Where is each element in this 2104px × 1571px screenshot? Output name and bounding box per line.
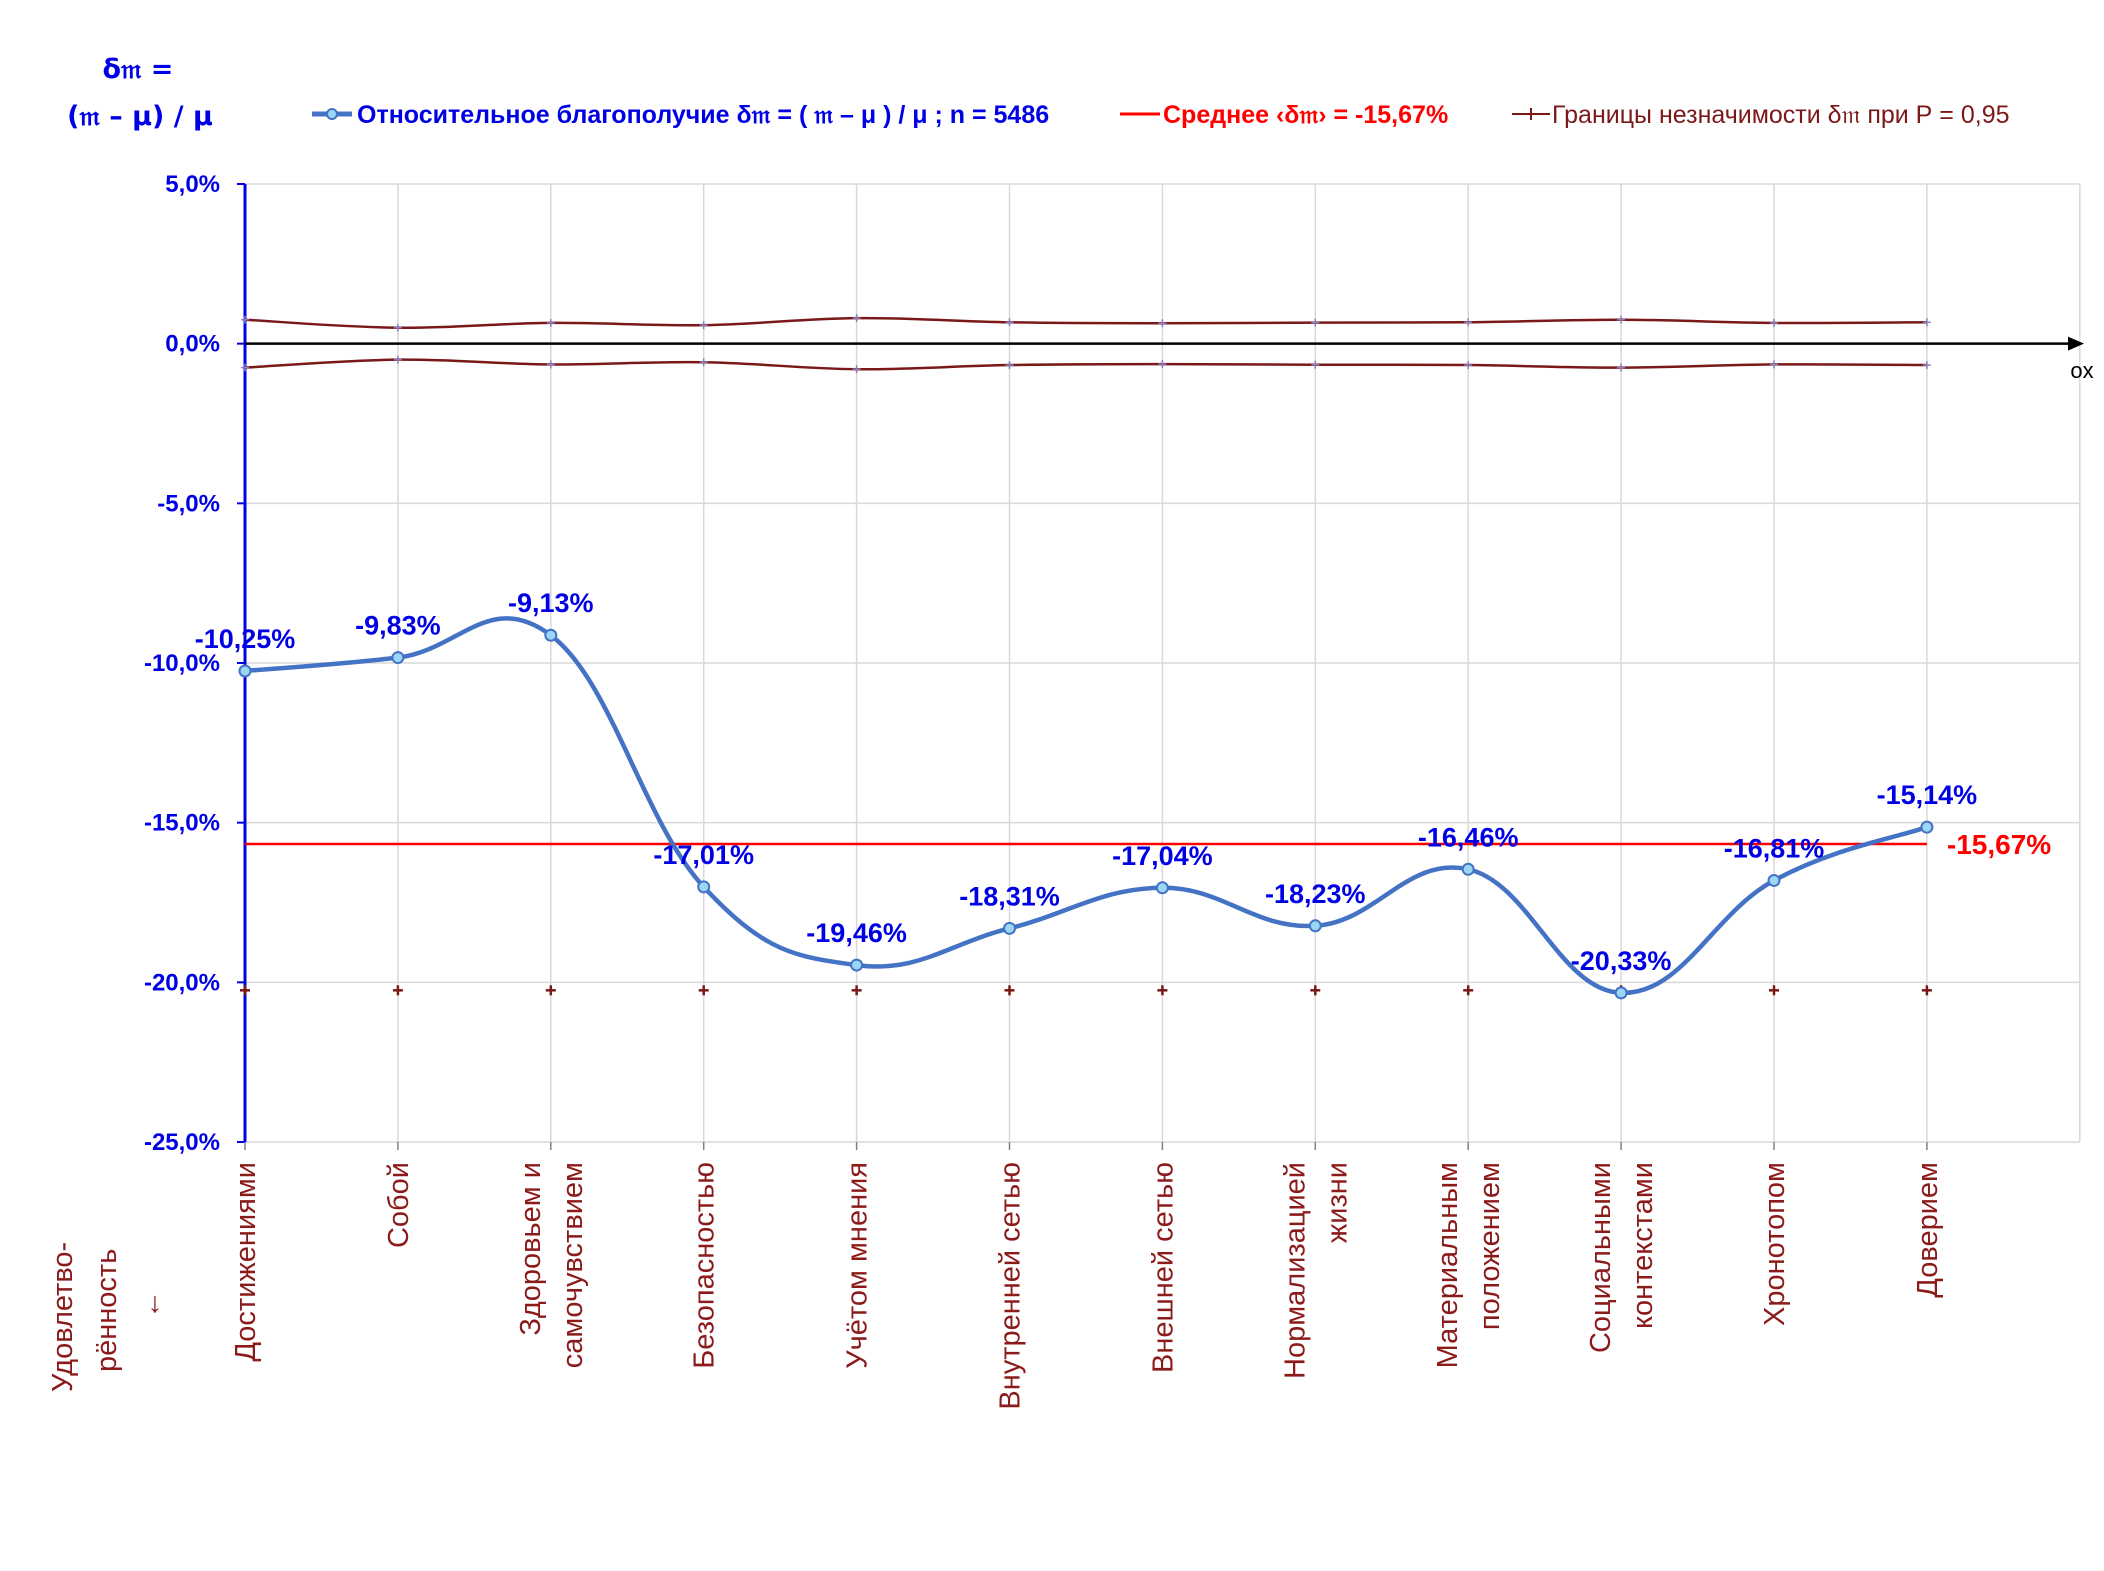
data-label-7: -18,23% <box>1265 879 1366 909</box>
y-tick-label-6: -25,0% <box>144 1129 220 1156</box>
category-label-7-1: жизни <box>1321 1162 1353 1243</box>
legend: Относительное благополучие δ𝔪 = ( 𝔪 – μ … <box>312 101 2010 129</box>
category-label-2-0: Здоровьем и <box>515 1162 547 1336</box>
series-point-10 <box>1767 873 1781 887</box>
y-axis-caption-line-3: ↓ <box>148 1287 163 1319</box>
legend-label-bounds: Границы незначимости δ𝔪 при Р = 0,95 <box>1552 101 2010 129</box>
series-point-7 <box>1308 919 1322 933</box>
data-label-2: -9,13% <box>508 588 594 618</box>
category-label-9-1: контекстами <box>1627 1162 1659 1329</box>
legend-label-mean: Среднее ‹δ𝔪› = -15,67% <box>1163 101 1448 129</box>
y-tick-label-3: -10,0% <box>144 650 220 677</box>
series-point-0 <box>238 664 252 678</box>
data-label-11: -15,14% <box>1877 780 1978 810</box>
series-line <box>244 616 1928 996</box>
y-axis-title-line-2: (𝔪 – μ) / μ <box>67 101 213 132</box>
data-label-3: -17,01% <box>653 840 754 870</box>
gridlines <box>244 183 2081 1143</box>
data-label-1: -9,83% <box>355 611 441 641</box>
category-label-11-0: Доверием <box>1912 1162 1944 1298</box>
category-label-6-0: Внешней сетью <box>1147 1162 1179 1373</box>
y-tick-label-5: -20,0% <box>144 969 220 996</box>
series-point-5 <box>1003 921 1016 935</box>
category-label-10-0: Хронотопом <box>1759 1162 1791 1326</box>
series-point-8 <box>1461 862 1475 876</box>
category-label-2-1: самочувствием <box>557 1162 589 1368</box>
data-label-8: -16,46% <box>1418 822 1519 852</box>
y-axis-caption: Удовлетво- рённость ↓ <box>47 1242 162 1392</box>
bound-line-upper <box>244 316 1927 329</box>
category-label-1-0: Собой <box>383 1162 415 1248</box>
category-label-8-1: положением <box>1474 1162 1506 1330</box>
y-tick-label-0: 5,0% <box>165 171 220 198</box>
legend-marker-series <box>326 108 338 120</box>
series-point-11 <box>1920 820 1934 834</box>
series-point-1 <box>391 651 405 665</box>
data-label-5: -18,31% <box>959 881 1060 911</box>
axes <box>237 183 2084 1150</box>
category-label-8-0: Материальным <box>1432 1162 1464 1368</box>
category-label-9-0: Социальными <box>1585 1162 1617 1353</box>
series-point-3 <box>697 880 711 894</box>
series-point-9 <box>1614 986 1628 1000</box>
y-axis-caption-line-2: рённость <box>91 1249 123 1372</box>
data-label-4: -19,46% <box>806 918 907 948</box>
category-label-0-0: Достижениями <box>230 1162 262 1362</box>
y-axis-caption-line-1: Удовлетво- <box>47 1242 79 1392</box>
legend-label-series: Относительное благополучие δ𝔪 = ( 𝔪 – μ … <box>357 101 1049 129</box>
y-axis-title-line-1: δ𝔪 = <box>103 54 174 85</box>
x-axis-name: ox <box>2070 358 2093 383</box>
category-label-4-0: Учётом мнения <box>842 1162 874 1369</box>
data-label-9: -20,33% <box>1571 946 1672 976</box>
series-point-4 <box>850 958 864 972</box>
bound-line-lower <box>244 358 1927 371</box>
y-tick-label-1: 0,0% <box>165 331 220 358</box>
y-tick-label-4: -15,0% <box>144 810 220 837</box>
series-point-2 <box>544 628 558 642</box>
x-axis-arrow-icon <box>2068 336 2084 351</box>
data-label-10: -16,81% <box>1724 833 1825 863</box>
series-point-6 <box>1155 881 1169 895</box>
mean-label: -15,67% <box>1947 829 2051 860</box>
x-category-labels: Достижениями Собой Здоровьем и самочувствие… <box>230 1162 1944 1410</box>
data-labels: -10,25% -9,83% -9,13% -17,01% -19,46% -18,31%… <box>195 588 1977 976</box>
mean-series: -15,67% <box>245 829 2051 860</box>
category-label-5-0: Внутренней сетью <box>995 1162 1027 1410</box>
main-series <box>238 616 1934 1000</box>
data-label-0: -10,25% <box>195 624 296 654</box>
data-label-6: -17,04% <box>1112 841 1213 871</box>
category-label-3-0: Безопасностью <box>689 1162 721 1369</box>
y-tick-labels: 5,0% 0,0% -5,0% -10,0% -15,0% -20,0% -25,0% <box>144 171 220 1156</box>
category-label-7-0: Нормализацией <box>1279 1162 1311 1379</box>
y-tick-label-2: -5,0% <box>157 490 220 517</box>
significance-bounds-series <box>240 314 1932 996</box>
